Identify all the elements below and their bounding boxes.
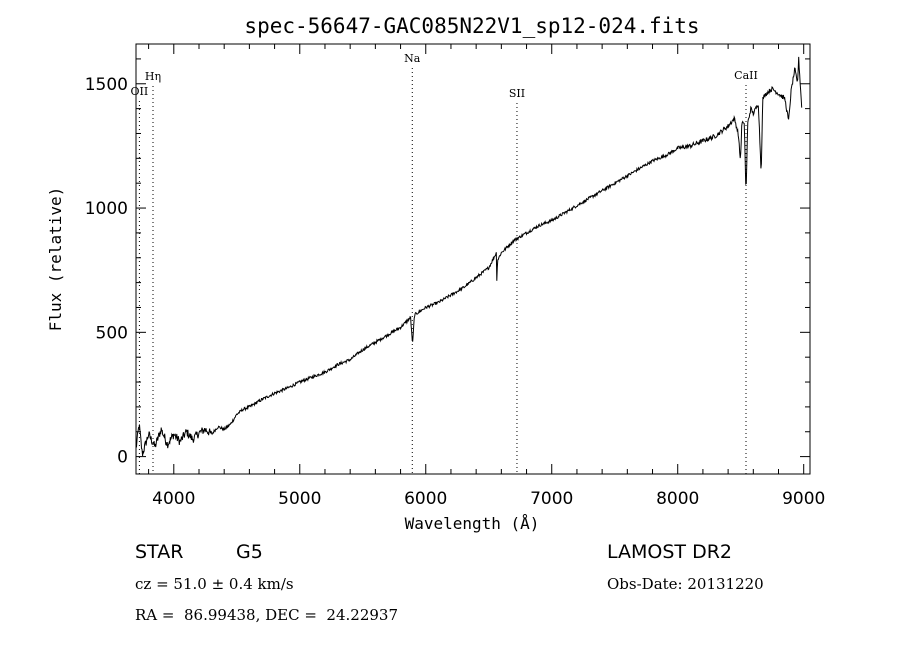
spectrum-line (135, 56, 803, 457)
x-tick-label: 7000 (530, 489, 573, 509)
y-tick-label: 1000 (85, 199, 128, 219)
x-tick-label: 9000 (782, 489, 825, 509)
spectral-line-label: CaII (734, 69, 758, 82)
object-type: STAR (135, 541, 184, 563)
x-tick-label: 8000 (656, 489, 699, 509)
redshift-velocity: cz = 51.0 ± 0.4 km/s (135, 575, 294, 593)
survey-name: LAMOST DR2 (607, 541, 732, 563)
coordinates: RA = 86.99438, DEC = 24.22937 (135, 606, 399, 624)
observation-date: Obs-Date: 20131220 (607, 575, 764, 593)
spectral-line-label: Hη (145, 70, 161, 83)
x-tick-label: 6000 (404, 489, 447, 509)
spectral-line-label: OII (131, 85, 149, 98)
spectrum-chart: spec-56647-GAC085N22V1_sp12-024.fits Hη O… (46, 14, 825, 533)
x-axis: 4000 5000 6000 7000 8000 9000 (148, 44, 825, 509)
y-axis-label: Flux (relative) (46, 187, 65, 332)
object-subclass: G5 (236, 541, 263, 563)
spectral-line-label: Na (404, 52, 421, 65)
y-axis: 0 500 1000 1500 (85, 58, 810, 468)
y-tick-label: 1500 (85, 75, 128, 95)
x-tick-label: 5000 (278, 489, 321, 509)
spectral-line-markers: Hη OII Na SII CaII (131, 52, 758, 474)
chart-title: spec-56647-GAC085N22V1_sp12-024.fits (244, 14, 699, 38)
spectral-line-label: SII (509, 87, 525, 100)
plot-frame (135, 43, 811, 475)
x-axis-label: Wavelength (Å) (405, 514, 540, 533)
y-tick-label: 500 (96, 323, 128, 343)
y-tick-label: 0 (117, 448, 128, 468)
x-tick-label: 4000 (152, 489, 195, 509)
